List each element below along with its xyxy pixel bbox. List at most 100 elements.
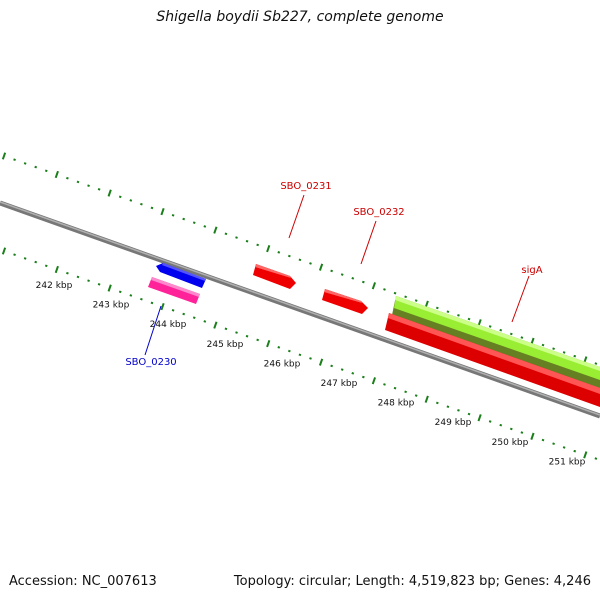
minor-tick: [594, 457, 598, 460]
major-tick: [1, 152, 7, 160]
minor-tick: [298, 258, 302, 262]
minor-tick: [457, 409, 460, 412]
minor-tick: [76, 180, 80, 184]
minor-tick: [520, 431, 524, 434]
minor-tick: [361, 375, 365, 379]
feature-SBO_0230-blue[interactable]: [156, 263, 206, 288]
minor-tick: [277, 346, 281, 349]
major-tick: [213, 321, 218, 329]
minor-tick: [509, 427, 513, 431]
minor-tick: [340, 368, 344, 371]
feature-sigA-red[interactable]: [385, 313, 600, 407]
major-tick: [477, 414, 482, 422]
minor-tick: [393, 291, 397, 295]
minor-tick: [309, 262, 312, 265]
kbp-label: 242 kbp: [36, 281, 73, 291]
leader-SBO_0231: [288, 194, 305, 239]
minor-tick: [509, 332, 513, 336]
minor-tick: [488, 420, 492, 423]
minor-tick: [404, 390, 407, 394]
minor-tick: [118, 290, 122, 294]
minor-tick: [541, 438, 545, 442]
minor-tick: [446, 310, 450, 313]
minor-tick: [467, 412, 471, 416]
leader-sigA: [511, 275, 530, 323]
minor-tick: [192, 316, 196, 320]
minor-tick: [44, 264, 48, 268]
kbp-label: 244 kbp: [150, 320, 187, 330]
kbp-label: 251 kbp: [549, 457, 586, 467]
major-tick: [266, 340, 271, 348]
minor-tick: [235, 236, 238, 239]
minor-tick: [541, 343, 545, 347]
minor-tick: [467, 317, 471, 321]
feature-sigA-green[interactable]: [392, 296, 600, 388]
kbp-label: 247 kbp: [321, 379, 358, 389]
feature-SBO_0230-pink[interactable]: [148, 277, 200, 304]
minor-tick: [383, 288, 386, 291]
kbp-label: 243 kbp: [93, 301, 130, 311]
minor-tick: [23, 257, 27, 260]
label-sigA: sigA: [521, 265, 542, 276]
minor-tick: [287, 349, 291, 353]
major-tick: [318, 263, 324, 271]
major-tick: [160, 207, 165, 216]
leader-SBO_0230: [144, 305, 162, 356]
minor-tick: [414, 299, 418, 302]
minor-tick: [552, 442, 555, 446]
minor-tick: [340, 273, 344, 276]
kbp-label: 246 kbp: [264, 359, 301, 369]
minor-tick: [23, 162, 27, 165]
minor-tick: [150, 206, 154, 210]
minor-tick: [97, 283, 101, 286]
major-tick: [424, 395, 429, 403]
major-tick: [213, 226, 218, 234]
minor-tick: [192, 221, 196, 225]
major-tick: [371, 377, 377, 385]
minor-tick: [309, 357, 312, 360]
minor-tick: [361, 280, 365, 284]
minor-tick: [171, 308, 175, 312]
minor-tick: [562, 351, 566, 354]
minor-tick: [457, 314, 460, 317]
major-tick: [530, 432, 535, 440]
minor-tick: [44, 169, 48, 173]
minor-tick: [235, 331, 238, 334]
minor-tick: [140, 202, 143, 206]
genome-backbone: [0, 200, 600, 419]
accession-text: Accession: NC_007613: [9, 574, 157, 589]
map-title: Shigella boydii Sb227, complete genome: [156, 9, 444, 25]
minor-tick: [129, 199, 133, 202]
minor-tick: [203, 320, 207, 323]
outer-tick-ring: [1, 152, 598, 365]
minor-tick: [552, 347, 555, 351]
inner-tick-ring: [1, 247, 598, 460]
kbp-label: 249 kbp: [435, 418, 472, 428]
minor-tick: [435, 401, 439, 405]
kbp-label: 248 kbp: [378, 399, 415, 409]
minor-tick: [34, 260, 38, 264]
leader-SBO_0232: [360, 220, 377, 265]
label-SBO_0230: SBO_0230: [125, 357, 176, 368]
minor-tick: [245, 239, 249, 243]
minor-tick: [393, 386, 397, 390]
kbp-label: 245 kbp: [207, 340, 244, 350]
minor-tick: [203, 225, 207, 228]
major-tick: [266, 245, 271, 253]
minor-tick: [13, 158, 16, 162]
feature-SBO_0231[interactable]: [253, 264, 296, 289]
minor-tick: [245, 334, 249, 338]
major-tick: [318, 358, 324, 366]
minor-tick: [118, 195, 122, 199]
minor-tick: [34, 165, 38, 169]
minor-tick: [256, 338, 260, 342]
minor-tick: [13, 253, 16, 257]
major-tick: [160, 302, 165, 311]
kbp-label: 250 kbp: [492, 438, 529, 448]
feature-SBO_0232[interactable]: [322, 289, 368, 314]
kbp-labels: 242 kbp 243 kbp 244 kbp 245 kbp 246 kbp 247 k…: [36, 281, 586, 467]
minor-tick: [256, 243, 260, 247]
minor-tick: [129, 294, 133, 297]
minor-tick: [435, 306, 439, 310]
